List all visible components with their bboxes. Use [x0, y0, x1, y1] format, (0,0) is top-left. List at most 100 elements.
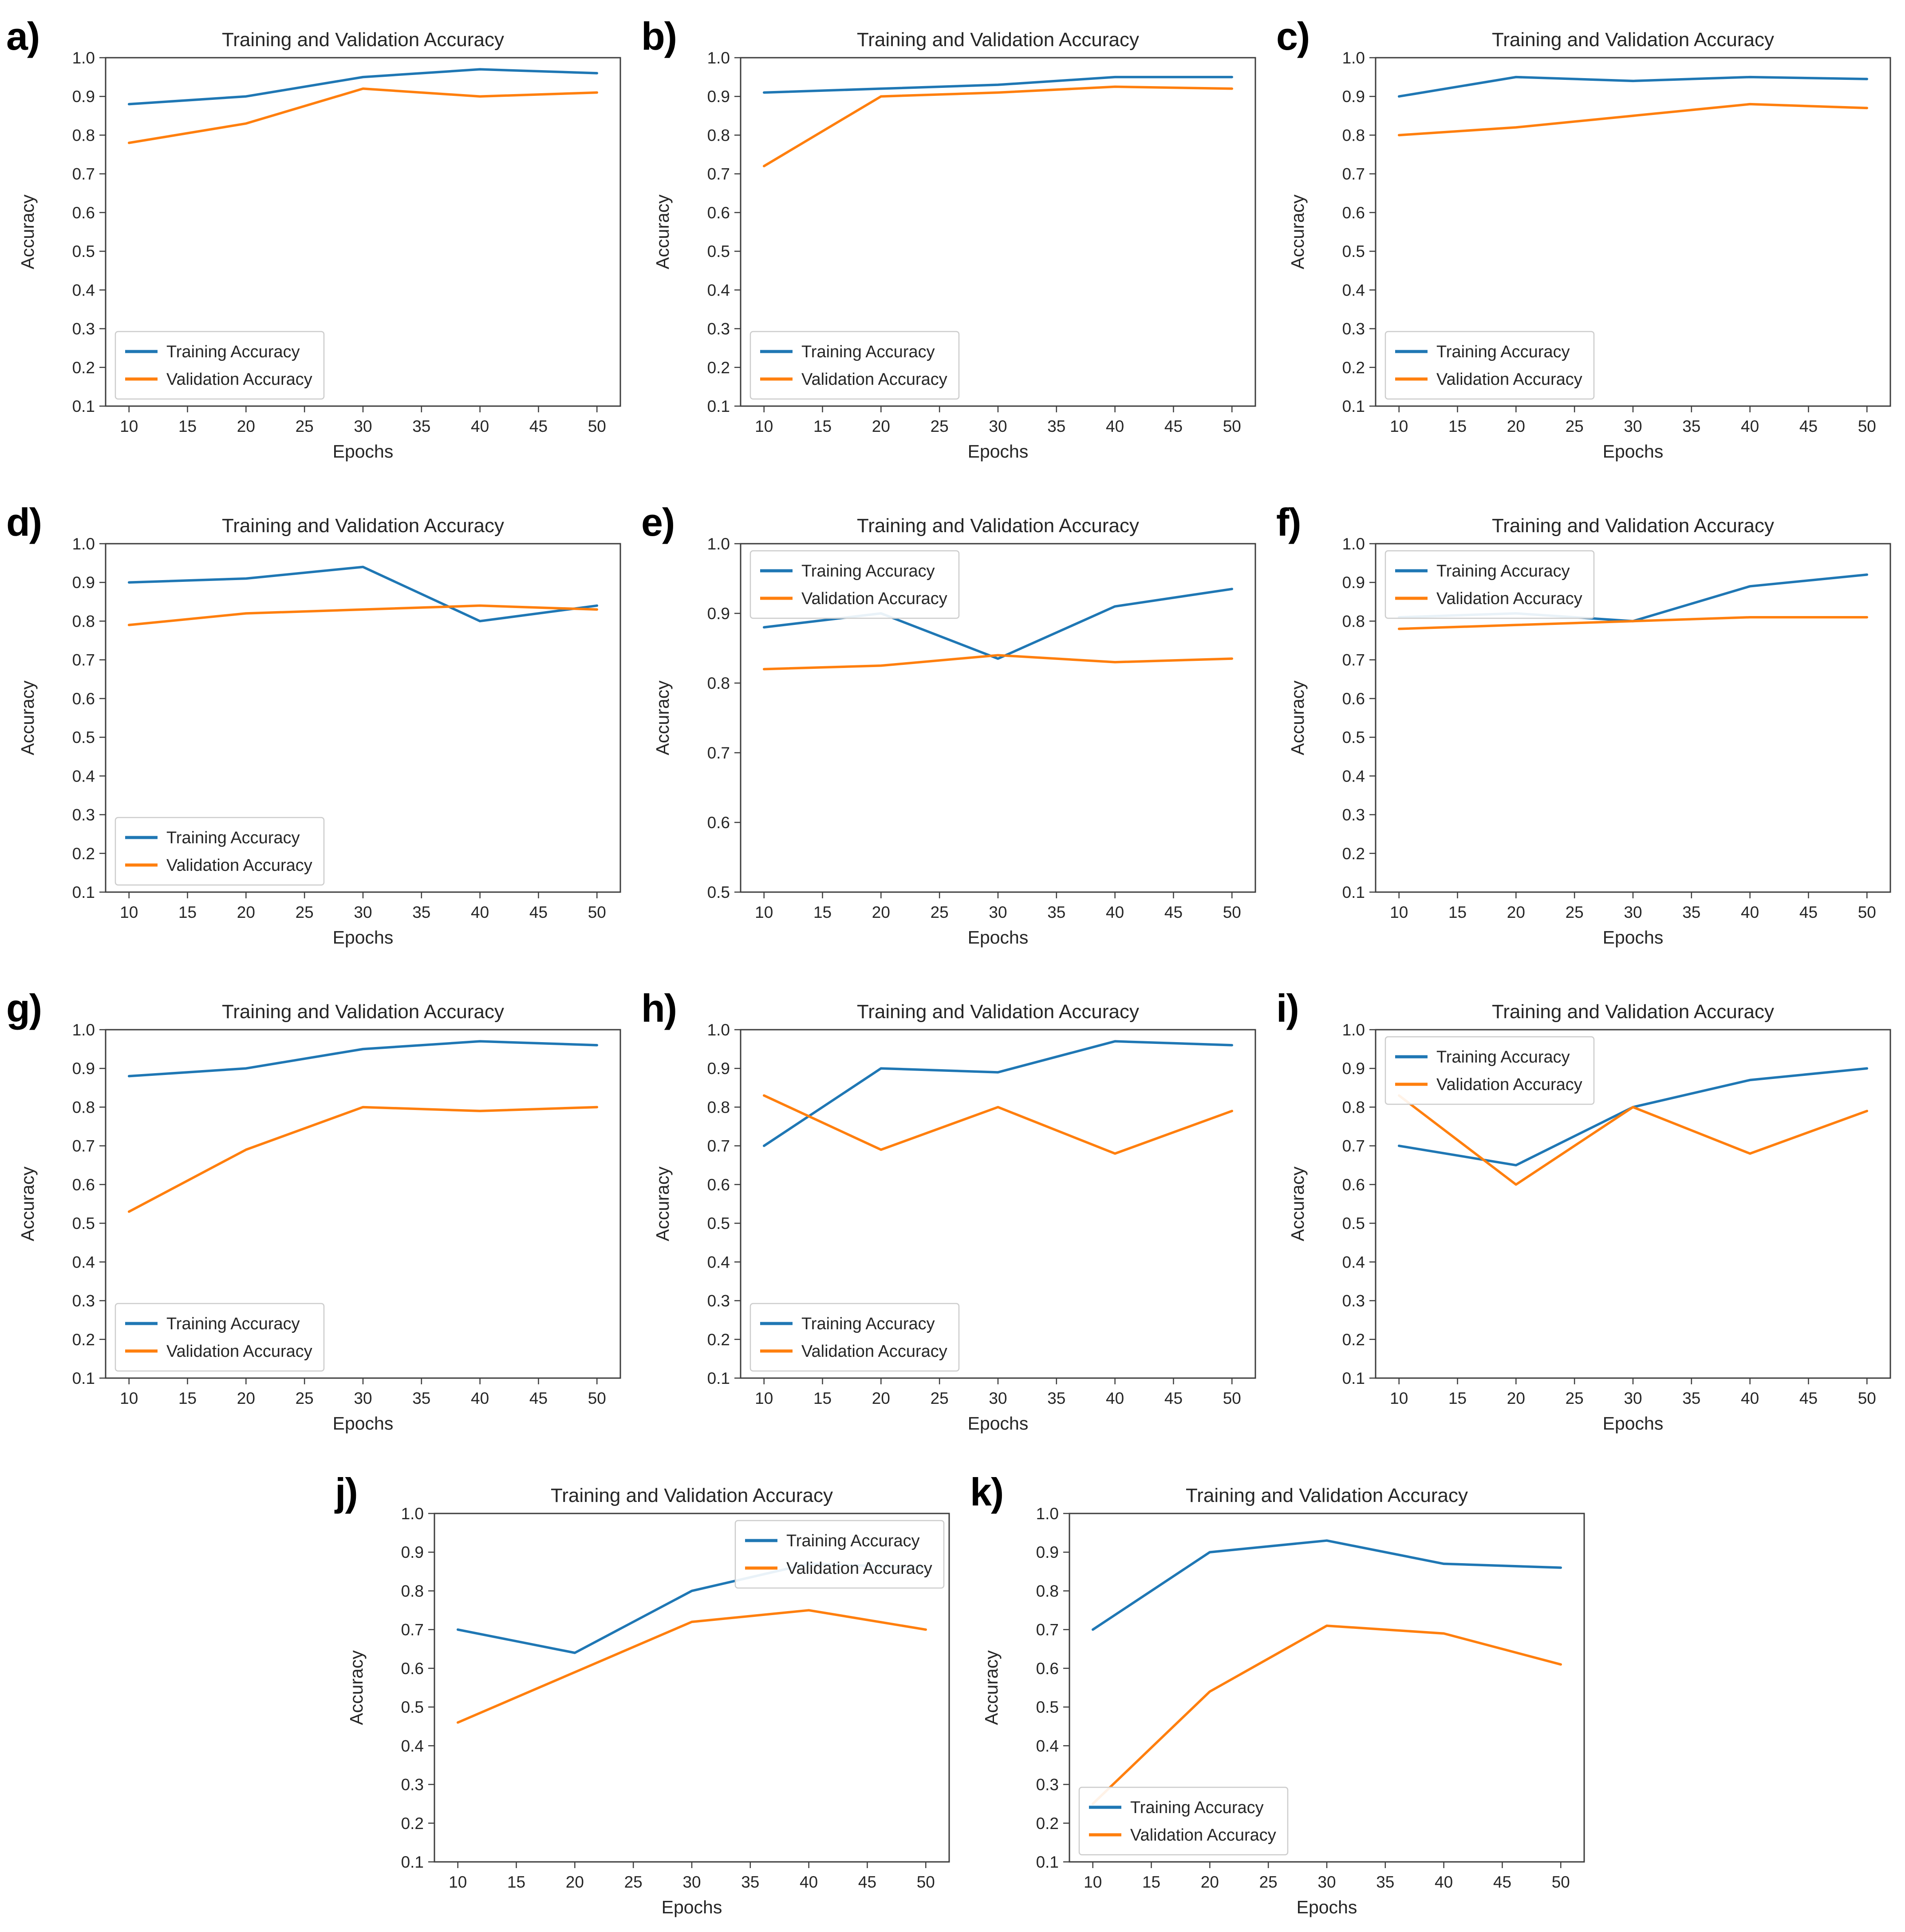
- chart-title: Training and Validation Accuracy: [857, 515, 1139, 537]
- legend-box: [1078, 1786, 1289, 1856]
- x-tick-label: 45: [529, 417, 548, 435]
- x-tick-label: 45: [1164, 903, 1183, 921]
- chart-panel-a: Training and Validation Accuracy 0.1 0.2 0.…: [0, 5, 635, 471]
- y-tick-label: 0.3: [72, 806, 95, 824]
- figure-row-1: Training and Validation Accuracy 0.1 0.2 0.…: [0, 5, 1905, 471]
- x-tick-label: 20: [237, 903, 255, 921]
- y-tick-label: 0.8: [1342, 612, 1365, 630]
- y-axis-label: Accuracy: [652, 1166, 673, 1241]
- y-tick-label: 0.2: [707, 359, 730, 377]
- x-tick-label: 35: [1682, 903, 1700, 921]
- y-tick-label: 0.3: [707, 1292, 730, 1310]
- x-tick-label: 20: [237, 1389, 255, 1407]
- x-tick-label: 40: [1106, 417, 1124, 435]
- x-tick-label: 50: [1223, 903, 1241, 921]
- y-tick-label: 0.8: [72, 126, 95, 144]
- panel-label-h: h): [641, 986, 677, 1030]
- plot-frame: [740, 1029, 1256, 1379]
- chart-title: Training and Validation Accuracy: [1186, 1485, 1468, 1506]
- x-tick-label: 45: [1799, 1389, 1818, 1407]
- x-tick-label: 15: [1448, 417, 1467, 435]
- legend-box: [1384, 331, 1595, 400]
- panel-label-a: a): [6, 14, 40, 58]
- x-tick-label: 15: [178, 903, 197, 921]
- y-tick-label: 0.7: [72, 651, 95, 669]
- x-tick-label: 10: [1084, 1873, 1102, 1891]
- x-tick-label: 30: [354, 903, 372, 921]
- x-tick-label: 30: [989, 1389, 1007, 1407]
- chart-panel-g: Training and Validation Accuracy 0.1 0.2 0.…: [0, 977, 635, 1443]
- y-tick-label: 0.5: [1342, 728, 1365, 747]
- x-tick-label: 20: [1507, 903, 1525, 921]
- x-tick-label: 10: [755, 417, 773, 435]
- y-tick-label: 0.8: [1036, 1582, 1059, 1600]
- chart-title: Training and Validation Accuracy: [857, 1001, 1139, 1023]
- y-tick-label: 0.8: [707, 126, 730, 144]
- legend-label-validation: Validation Accuracy: [801, 370, 947, 389]
- y-tick-label: 1.0: [72, 1021, 95, 1039]
- plot-frame: [434, 1513, 950, 1863]
- x-tick-label: 40: [1106, 903, 1124, 921]
- y-tick-label: 0.1: [1342, 883, 1365, 901]
- y-tick-label: 1.0: [707, 535, 730, 553]
- y-tick-label: 1.0: [1342, 535, 1365, 553]
- legend-label-validation: Validation Accuracy: [801, 589, 947, 608]
- x-tick-label: 15: [178, 1389, 197, 1407]
- y-tick-label: 0.9: [707, 1059, 730, 1078]
- figure-row-4: Training and Validation Accuracy 0.1 0.2 0.…: [0, 1461, 1905, 1927]
- legend-box: [749, 331, 960, 400]
- legend-label-validation: Validation Accuracy: [1436, 370, 1582, 389]
- y-tick-label: 0.6: [72, 204, 95, 222]
- x-tick-label: 15: [1142, 1873, 1160, 1891]
- x-tick-label: 10: [449, 1873, 467, 1891]
- y-tick-label: 0.1: [72, 883, 95, 901]
- x-tick-label: 40: [1741, 417, 1759, 435]
- x-tick-label: 30: [354, 1389, 372, 1407]
- y-axis-label: Accuracy: [17, 680, 38, 755]
- x-tick-label: 15: [178, 417, 197, 435]
- y-tick-label: 0.6: [1342, 1176, 1365, 1194]
- y-tick-label: 0.2: [401, 1814, 424, 1833]
- y-tick-label: 0.3: [72, 320, 95, 338]
- chart-panel-f: Training and Validation Accuracy 0.1 0.2 0.…: [1270, 491, 1905, 957]
- y-tick-label: 1.0: [72, 535, 95, 553]
- chart-title: Training and Validation Accuracy: [222, 515, 504, 537]
- y-tick-label: 0.6: [72, 690, 95, 708]
- y-tick-label: 0.9: [401, 1543, 424, 1561]
- x-tick-label: 25: [296, 903, 314, 921]
- x-tick-label: 30: [354, 417, 372, 435]
- chart-title: Training and Validation Accuracy: [1492, 515, 1774, 537]
- x-tick-label: 10: [1390, 1389, 1408, 1407]
- validation-accuracy-line: [127, 1106, 599, 1213]
- y-tick-label: 0.7: [72, 1137, 95, 1155]
- y-tick-label: 0.1: [72, 1369, 95, 1387]
- y-axis-label: Accuracy: [652, 680, 673, 755]
- y-tick-label: 0.9: [1342, 573, 1365, 592]
- plot-frame: [740, 543, 1256, 893]
- legend-box: [114, 331, 325, 400]
- figure-row-3: Training and Validation Accuracy 0.1 0.2 0.…: [0, 977, 1905, 1443]
- y-tick-label: 0.7: [1036, 1621, 1059, 1639]
- x-tick-label: 40: [1106, 1389, 1124, 1407]
- panel-label-f: f): [1276, 500, 1302, 544]
- validation-accuracy-line: [1397, 1094, 1869, 1186]
- x-tick-label: 40: [471, 903, 489, 921]
- line-chart-a: Training and Validation Accuracy 0.1 0.2 0.…: [17, 29, 621, 462]
- panel-label-c: c): [1276, 14, 1310, 58]
- y-tick-label: 0.4: [1342, 1253, 1365, 1271]
- panel-label-i: i): [1276, 986, 1299, 1030]
- panel-label-d: d): [6, 500, 42, 544]
- y-tick-label: 1.0: [1036, 1505, 1059, 1523]
- legend-label-validation: Validation Accuracy: [786, 1559, 932, 1578]
- x-tick-label: 10: [120, 1389, 138, 1407]
- legend-label-training: Training Accuracy: [1436, 343, 1570, 361]
- x-tick-label: 35: [1376, 1873, 1394, 1891]
- y-tick-label: 0.7: [72, 165, 95, 183]
- x-tick-label: 30: [1624, 903, 1642, 921]
- chart-panel-d: Training and Validation Accuracy 0.1 0.2 0.…: [0, 491, 635, 957]
- x-tick-label: 10: [1390, 903, 1408, 921]
- y-tick-label: 0.8: [72, 612, 95, 630]
- y-tick-label: 1.0: [401, 1505, 424, 1523]
- x-tick-label: 20: [1507, 417, 1525, 435]
- legend-label-training: Training Accuracy: [801, 343, 935, 361]
